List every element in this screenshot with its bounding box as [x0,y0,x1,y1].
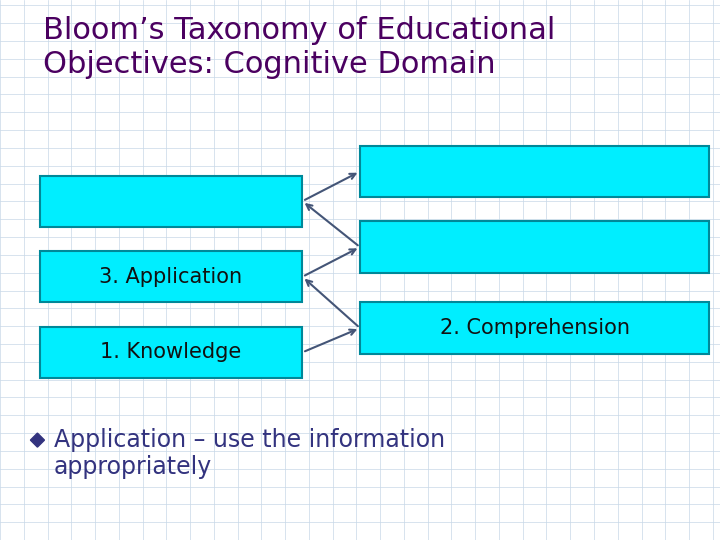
FancyBboxPatch shape [360,146,709,197]
FancyBboxPatch shape [40,327,302,378]
Text: 1. Knowledge: 1. Knowledge [100,342,242,362]
FancyBboxPatch shape [40,176,302,227]
FancyBboxPatch shape [360,221,709,273]
FancyBboxPatch shape [40,251,302,302]
Text: 3. Application: 3. Application [99,267,243,287]
Text: appropriately: appropriately [54,455,212,479]
Polygon shape [30,433,45,447]
Text: 2. Comprehension: 2. Comprehension [440,318,629,338]
Text: Application – use the information: Application – use the information [54,428,445,452]
FancyBboxPatch shape [360,302,709,354]
Text: Bloom’s Taxonomy of Educational
Objectives: Cognitive Domain: Bloom’s Taxonomy of Educational Objectiv… [43,16,556,79]
